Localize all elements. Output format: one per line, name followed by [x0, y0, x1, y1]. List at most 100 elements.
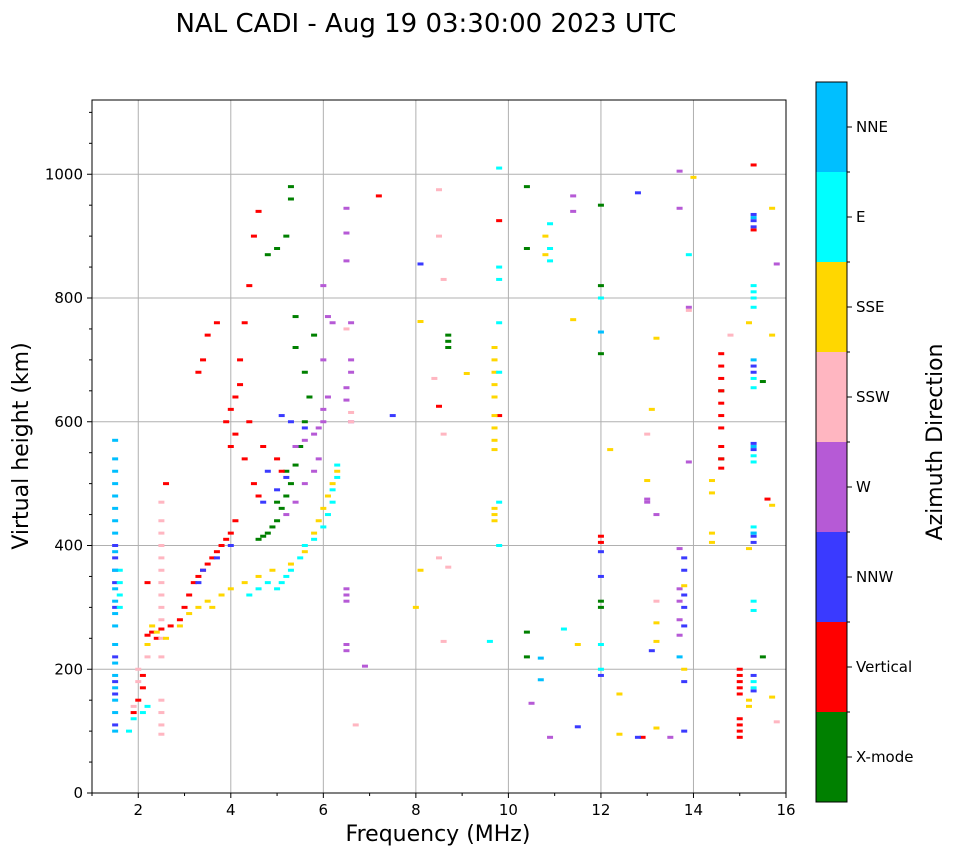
data-point-vertical	[597, 540, 604, 544]
data-point-sse	[227, 587, 234, 591]
data-point-x-mode	[255, 537, 262, 541]
data-point-sse	[218, 593, 225, 597]
data-point-nne	[537, 656, 544, 660]
data-point-nne	[750, 531, 757, 535]
data-point-x-mode	[292, 463, 299, 467]
data-point-vertical	[718, 426, 725, 430]
data-point-w	[361, 664, 368, 668]
data-point-e	[547, 222, 554, 226]
data-point-sse	[616, 692, 623, 696]
data-point-x-mode	[301, 370, 308, 374]
data-point-nnw	[681, 624, 688, 628]
data-point-sse	[412, 605, 419, 609]
data-point-nne	[112, 519, 119, 523]
data-point-vertical	[139, 686, 146, 690]
data-point-x-mode	[445, 346, 452, 349]
data-point-vertical	[496, 219, 503, 223]
data-point-nnw	[750, 364, 757, 368]
data-point-x-mode	[597, 352, 604, 356]
colorbar-label: NNE	[856, 118, 888, 136]
data-point-vertical	[597, 534, 604, 538]
data-point-nnw	[301, 426, 308, 430]
data-point-sse	[708, 531, 715, 535]
data-point-sse	[769, 695, 776, 699]
data-point-e	[750, 680, 757, 684]
data-point-nne	[750, 216, 757, 220]
data-point-vertical	[736, 735, 743, 739]
data-point-nnw	[260, 500, 267, 504]
data-point-ssw	[158, 655, 165, 659]
data-point-nnw	[283, 475, 290, 479]
data-point-w	[283, 513, 290, 517]
data-point-e	[116, 593, 123, 597]
data-point-w	[343, 231, 350, 235]
data-point-w	[343, 398, 350, 402]
data-point-sse	[491, 414, 498, 418]
data-point-e	[311, 537, 318, 541]
data-point-vertical	[130, 711, 137, 715]
colorbar-label: Vertical	[856, 658, 912, 676]
data-point-nne	[112, 729, 119, 733]
data-point-sse	[209, 605, 216, 609]
data-point-w	[343, 259, 350, 263]
data-point-ssw	[135, 667, 142, 671]
data-point-vertical	[718, 457, 725, 461]
data-point-sse	[491, 519, 498, 523]
data-point-x-mode	[306, 395, 313, 399]
data-point-sse	[607, 448, 614, 452]
data-point-vertical	[718, 389, 725, 393]
data-point-ssw	[158, 698, 165, 702]
data-point-w	[343, 599, 350, 603]
data-points	[112, 163, 780, 739]
data-point-ssw	[348, 410, 355, 414]
data-point-e	[334, 463, 341, 467]
data-point-sse	[616, 732, 623, 736]
data-point-sse	[491, 358, 498, 362]
data-point-nnw	[750, 370, 757, 374]
data-point-ssw	[158, 581, 165, 585]
data-point-vertical	[718, 364, 725, 368]
data-point-nne	[112, 550, 119, 554]
data-point-vertical	[176, 618, 183, 622]
data-point-vertical	[250, 234, 257, 238]
data-point-sse	[491, 426, 498, 430]
data-point-nnw	[227, 544, 234, 547]
data-point-ssw	[158, 732, 165, 736]
data-point-sse	[653, 639, 660, 643]
data-point-sse	[491, 513, 498, 517]
data-point-vertical	[718, 445, 725, 448]
data-point-sse	[149, 624, 156, 628]
data-point-e	[264, 581, 271, 585]
data-point-nne	[112, 624, 119, 628]
data-point-vertical	[718, 466, 725, 470]
data-point-sse	[491, 370, 498, 374]
colorbar-label: SSE	[856, 298, 885, 316]
data-point-nnw	[417, 262, 424, 266]
data-point-vertical	[232, 395, 239, 399]
data-point-nnw	[750, 441, 757, 445]
data-point-e	[287, 568, 294, 572]
data-point-w	[653, 513, 660, 517]
data-point-e	[329, 488, 336, 492]
x-tick-label: 12	[591, 801, 610, 819]
data-point-vertical	[736, 723, 743, 727]
data-point-vertical	[195, 574, 202, 578]
data-point-ssw	[352, 723, 359, 727]
data-point-vertical	[227, 445, 234, 448]
data-point-e	[560, 627, 567, 631]
data-point-sse	[491, 383, 498, 387]
data-point-ssw	[158, 544, 165, 547]
x-tick-label: 2	[133, 801, 143, 819]
data-point-nnw	[750, 540, 757, 544]
data-point-e	[274, 587, 281, 591]
data-point-sse	[491, 346, 498, 349]
data-point-x-mode	[523, 630, 530, 634]
data-point-sse	[463, 371, 470, 375]
data-point-nne	[112, 506, 119, 510]
data-point-nnw	[278, 414, 285, 418]
data-point-w	[292, 500, 299, 504]
data-point-ssw	[135, 680, 142, 684]
data-point-nnw	[681, 605, 688, 609]
colorbar-title: Azimuth Direction	[923, 343, 948, 540]
data-point-sse	[491, 506, 498, 510]
